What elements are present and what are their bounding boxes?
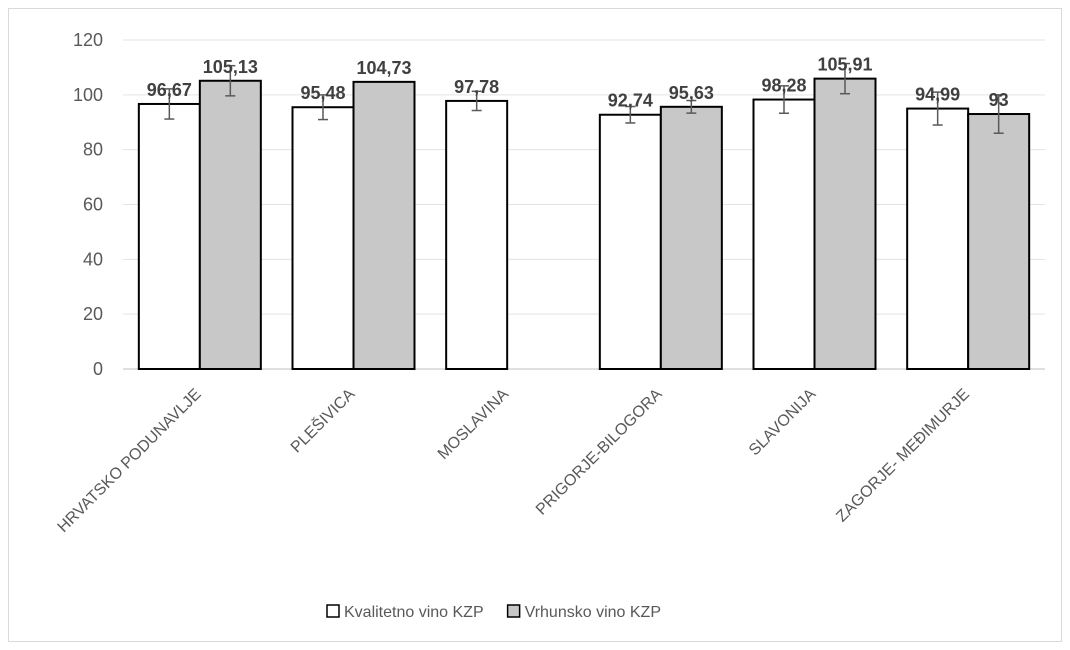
bar <box>445 99 509 370</box>
bar <box>198 79 262 370</box>
category-labels: HRVATSKO PODUNAVLJE PLEŠIVICA MOSLAVINA PRI… <box>55 384 973 536</box>
bars <box>137 77 1031 371</box>
data-label: 98,28 <box>761 76 806 96</box>
bar <box>813 77 877 370</box>
data-label: 93 <box>989 90 1009 110</box>
data-label: 105,13 <box>203 57 258 77</box>
data-label: 97,78 <box>454 77 499 97</box>
y-tick-label: 40 <box>83 249 103 269</box>
bar <box>967 113 1031 371</box>
legend-label: Kvalitetno vino KZP <box>344 604 484 621</box>
legend-swatch <box>506 604 521 618</box>
bar <box>598 113 662 370</box>
legend-swatch <box>326 604 340 618</box>
bar <box>752 98 816 370</box>
y-tick-label: 60 <box>83 195 103 215</box>
category-label: PLEŠIVICA <box>286 384 358 456</box>
data-label: 95,48 <box>300 83 345 103</box>
error-bars <box>164 62 1004 134</box>
y-tick-label: 120 <box>73 30 103 50</box>
data-label: 92,74 <box>608 91 653 111</box>
category-label: PRIGORJE-BILOGORA <box>533 386 666 519</box>
data-label: 105,91 <box>817 55 872 75</box>
category-label: MOSLAVINA <box>435 386 512 463</box>
y-tick-label: 100 <box>73 85 103 105</box>
y-tick-label: 20 <box>83 304 103 324</box>
legend: Kvalitetno vino KZP Vrhunsko vino KZP <box>326 604 661 621</box>
data-label: 94,99 <box>915 85 960 105</box>
data-label: 104,73 <box>356 58 411 78</box>
gridlines <box>123 39 1045 370</box>
legend-label: Vrhunsko vino KZP <box>525 604 661 621</box>
bar <box>906 107 970 370</box>
bar <box>291 106 355 370</box>
category-label: SLAVONIJA <box>746 386 820 460</box>
y-tick-label: 0 <box>93 359 103 379</box>
category-label: ZAGORJE- MEĐIMURJE <box>833 386 973 526</box>
category-label: HRVATSKO PODUNAVLJE <box>55 386 205 536</box>
y-tick-label: 80 <box>83 140 103 160</box>
y-axis-ticks: 0 20 40 60 80 100 120 <box>73 30 103 379</box>
data-label: 95,63 <box>669 83 714 103</box>
bar <box>137 102 201 371</box>
data-labels: 96,67 105,13 95,48 104,73 97,78 92,74 95,63 98,… <box>147 55 1009 111</box>
bar <box>352 80 416 370</box>
bar <box>659 105 723 370</box>
data-label: 96,67 <box>147 80 192 100</box>
